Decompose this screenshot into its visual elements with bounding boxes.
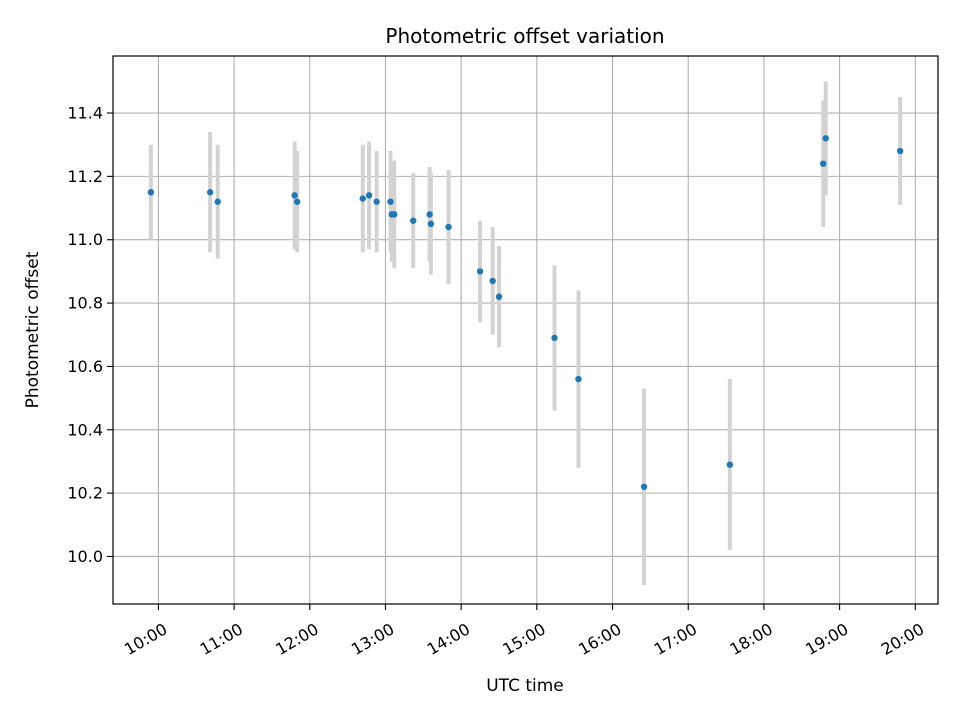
y-tick-label: 11.2: [67, 167, 103, 186]
data-point: [410, 217, 417, 224]
y-axis-ticks: 10.0 10.2 10.4 10.6 10.8 11.0 11.2 11.4: [67, 104, 113, 566]
y-tick-label: 10.0: [67, 547, 103, 566]
data-point: [206, 189, 214, 196]
data-point: [427, 220, 435, 228]
data-point: [640, 483, 648, 490]
data-point: [575, 375, 582, 383]
data-point: [147, 189, 155, 196]
data-point: [359, 195, 366, 202]
y-tick-label: 10.8: [67, 294, 103, 313]
y-tick-label: 10.6: [67, 357, 103, 376]
data-markers: [147, 135, 904, 490]
y-tick-label: 10.4: [67, 420, 103, 439]
grid: [113, 56, 938, 604]
y-axis-label: Photometric offset: [23, 251, 43, 408]
data-point: [214, 198, 221, 205]
data-point: [373, 198, 380, 205]
data-point: [896, 147, 904, 155]
data-point: [445, 223, 452, 231]
data-point: [291, 192, 298, 199]
data-point: [426, 211, 433, 218]
data-point: [293, 198, 301, 205]
data-point: [822, 135, 829, 142]
plot-frame: [112, 55, 939, 605]
data-point: [726, 461, 734, 468]
data-point: [489, 277, 496, 285]
data-point: [365, 192, 373, 199]
y-tick-label: 11.0: [67, 230, 103, 249]
data-point: [820, 160, 827, 167]
x-axis-label: UTC time: [486, 676, 564, 696]
data-point: [495, 293, 503, 300]
y-tick-label: 11.4: [67, 104, 103, 123]
data-point: [387, 198, 394, 205]
data-point: [476, 268, 484, 275]
data-point: [551, 334, 558, 342]
chart-title: Photometric offset variation: [385, 24, 664, 48]
data-point: [391, 211, 398, 218]
y-tick-label: 10.2: [67, 484, 103, 503]
